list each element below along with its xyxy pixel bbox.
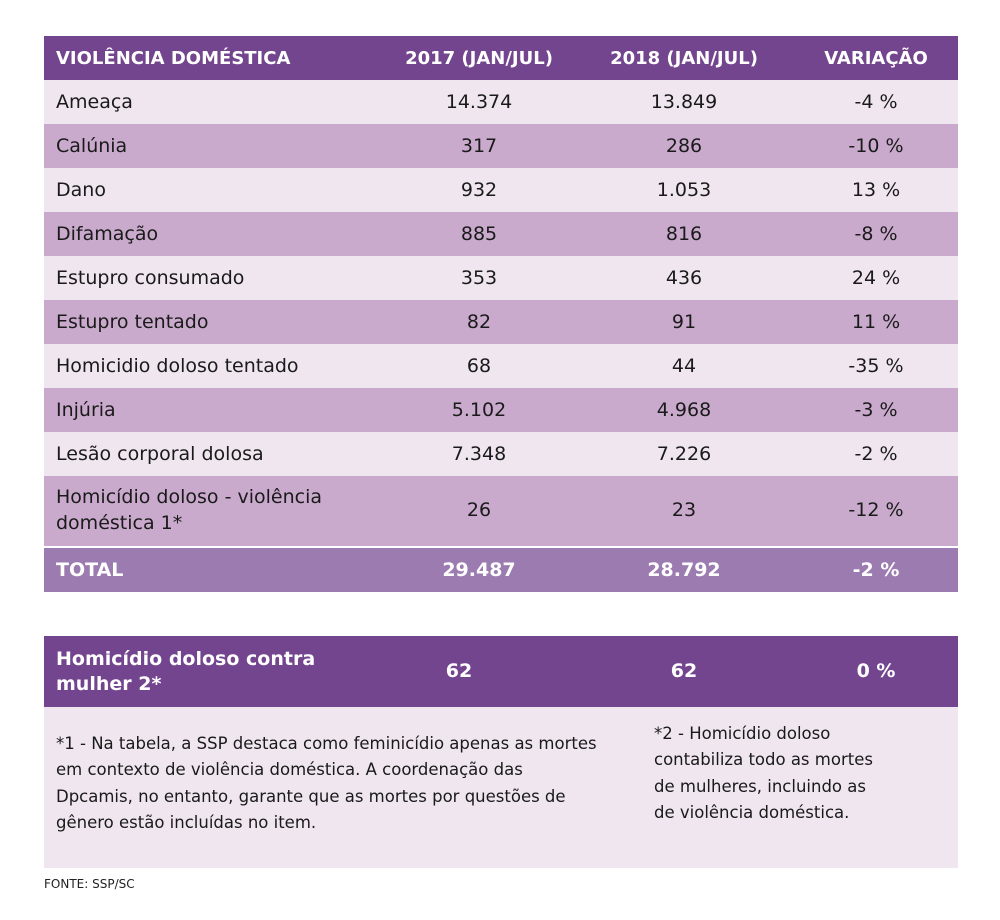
cell: 11 % <box>851 311 901 333</box>
cell: Lesão corporal dolosa <box>56 443 264 465</box>
violence-table: VIOLÊNCIA DOMÉSTICA 2017 (JAN/JUL) 2018 (J… <box>44 36 958 592</box>
cell: -2 % <box>852 559 900 581</box>
cell: -8 % <box>854 223 898 245</box>
table-row: Difamação 885 816 -8 % <box>44 212 958 256</box>
total-row: TOTAL 29.487 28.792 -2 % <box>44 548 958 592</box>
cell: 2017 (JAN/JUL) <box>405 47 553 69</box>
cell: TOTAL <box>56 559 124 581</box>
cell: 1.053 <box>656 179 712 201</box>
cell: -10 % <box>848 135 904 157</box>
cell: 4.968 <box>656 399 712 421</box>
cell: 286 <box>665 135 703 157</box>
cell: 13.849 <box>650 91 718 113</box>
cell: 0 % <box>856 660 896 683</box>
table-row: Injúria 5.102 4.968 -3 % <box>44 388 958 432</box>
cell: Ameaça <box>56 91 133 113</box>
cell: 13 % <box>851 179 901 201</box>
cell: Calúnia <box>56 135 128 157</box>
cell: Injúria <box>56 399 116 421</box>
cell: Homicídio doloso - violência doméstica 1… <box>56 486 322 534</box>
cell: 82 <box>466 311 492 333</box>
cell: 2018 (JAN/JUL) <box>610 47 758 69</box>
homicide-table: Homicídio doloso contra mulher 2* 62 62 0 % <box>44 636 958 707</box>
cell: Estupro tentado <box>56 311 209 333</box>
cell: 14.374 <box>445 91 513 113</box>
homicide-row: Homicídio doloso contra mulher 2* 62 62 0 % <box>44 636 958 707</box>
source-note: FONTE: SSP/SC <box>44 877 135 891</box>
table-row: Calúnia 317 286 -10 % <box>44 124 958 168</box>
cell: Homicidio doloso tentado <box>56 355 299 377</box>
cell: 816 <box>665 223 703 245</box>
cell: Homicídio doloso contra mulher 2* <box>56 647 316 695</box>
cell: 317 <box>460 135 498 157</box>
cell: 7.226 <box>656 443 712 465</box>
footnote-2: *2 - Homicídio doloso contabiliza todo a… <box>654 724 873 823</box>
cell: 68 <box>466 355 492 377</box>
footnotes: *1 - Na tabela, a SSP destaca como femin… <box>44 707 958 868</box>
cell: 62 <box>670 660 698 683</box>
cell: 5.102 <box>451 399 507 421</box>
cell: 28.792 <box>647 559 721 581</box>
cell: 24 % <box>851 267 901 289</box>
cell: 885 <box>460 223 498 245</box>
cell: 7.348 <box>451 443 507 465</box>
table-row: Homicidio doloso tentado 68 44 -35 % <box>44 344 958 388</box>
table-row: Estupro consumado 353 436 24 % <box>44 256 958 300</box>
cell: Difamação <box>56 223 159 245</box>
cell: -35 % <box>848 355 904 377</box>
table-row: Lesão corporal dolosa 7.348 7.226 -2 % <box>44 432 958 476</box>
cell: VARIAÇÃO <box>824 47 928 69</box>
table-row: Estupro tentado 82 91 11 % <box>44 300 958 344</box>
table-row: Dano 932 1.053 13 % <box>44 168 958 212</box>
footnote-1: *1 - Na tabela, a SSP destaca como femin… <box>56 734 597 833</box>
cell: -3 % <box>854 399 898 421</box>
cell: 91 <box>671 311 697 333</box>
cell: 44 <box>671 355 697 377</box>
cell: Estupro consumado <box>56 267 245 289</box>
cell: 62 <box>445 660 473 683</box>
cell: -12 % <box>848 499 904 522</box>
cell: VIOLÊNCIA DOMÉSTICA <box>56 47 291 69</box>
cell: 932 <box>460 179 498 201</box>
cell: 436 <box>665 267 703 289</box>
cell: Dano <box>56 179 106 201</box>
cell: -2 % <box>854 443 898 465</box>
cell: 353 <box>460 267 498 289</box>
cell: -4 % <box>854 91 898 113</box>
cell: 26 <box>466 499 492 522</box>
table-row: Homicídio doloso - violência doméstica 1… <box>44 476 958 548</box>
cell: 23 <box>671 499 697 522</box>
table-row: Ameaça 14.374 13.849 -4 % <box>44 80 958 124</box>
cell: 29.487 <box>442 559 516 581</box>
table-header: VIOLÊNCIA DOMÉSTICA 2017 (JAN/JUL) 2018 (J… <box>44 36 958 80</box>
